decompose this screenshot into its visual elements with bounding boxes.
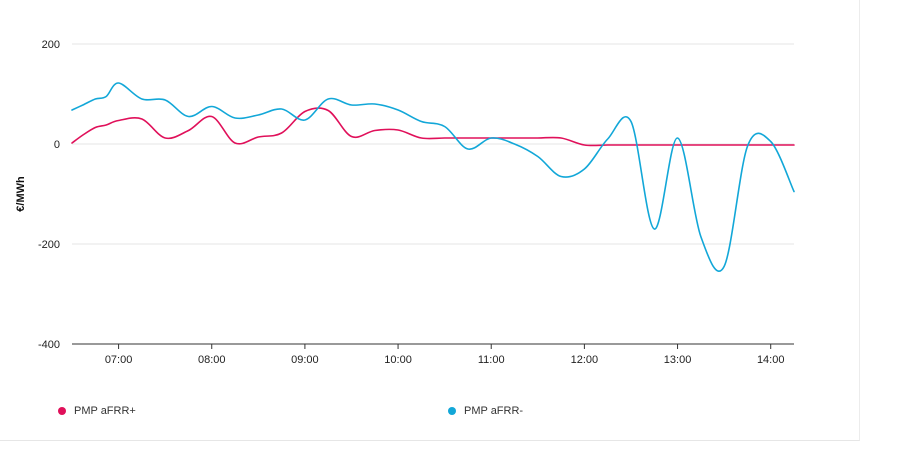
- x-tick-label: 07:00: [105, 354, 133, 366]
- legend-label-pmp-afrr-plus: PMP aFRR+: [74, 405, 136, 417]
- x-tick-label: 10:00: [384, 354, 412, 366]
- x-tick-label: 09:00: [291, 354, 319, 366]
- x-tick-label: 14:00: [757, 354, 785, 366]
- y-tick-label: 0: [54, 139, 60, 151]
- x-tick-label: 12:00: [571, 354, 599, 366]
- series-line-pmp-afrr-minus: [72, 83, 794, 271]
- legend-item-pmp-afrr-plus[interactable]: PMP aFRR+: [58, 405, 136, 417]
- right-strip: [860, 0, 897, 470]
- chart-panel: 200 0 -200 -400 07:00 08:00 09:00 10:00 11:00 12:…: [0, 0, 860, 441]
- y-tick-label: -200: [38, 239, 60, 251]
- x-tick-label: 13:00: [664, 354, 692, 366]
- y-tick-label: 200: [42, 39, 60, 51]
- legend-label-pmp-afrr-minus: PMP aFRR-: [464, 405, 523, 417]
- legend-dot-pmp-afrr-minus: [448, 407, 456, 415]
- x-tick-label: 11:00: [478, 354, 505, 366]
- x-tick-label: 08:00: [198, 354, 226, 366]
- chart-svg: 200 0 -200 -400 07:00 08:00 09:00 10:00 11:00 12:…: [0, 0, 859, 440]
- series-line-pmp-afrr-plus: [72, 108, 794, 146]
- legend: PMP aFRR+ PMP aFRR-: [0, 405, 859, 425]
- legend-dot-pmp-afrr-plus: [58, 407, 66, 415]
- y-tick-label: -400: [38, 339, 60, 351]
- legend-item-pmp-afrr-minus[interactable]: PMP aFRR-: [448, 405, 523, 417]
- y-axis-label: €/MWh: [15, 176, 27, 212]
